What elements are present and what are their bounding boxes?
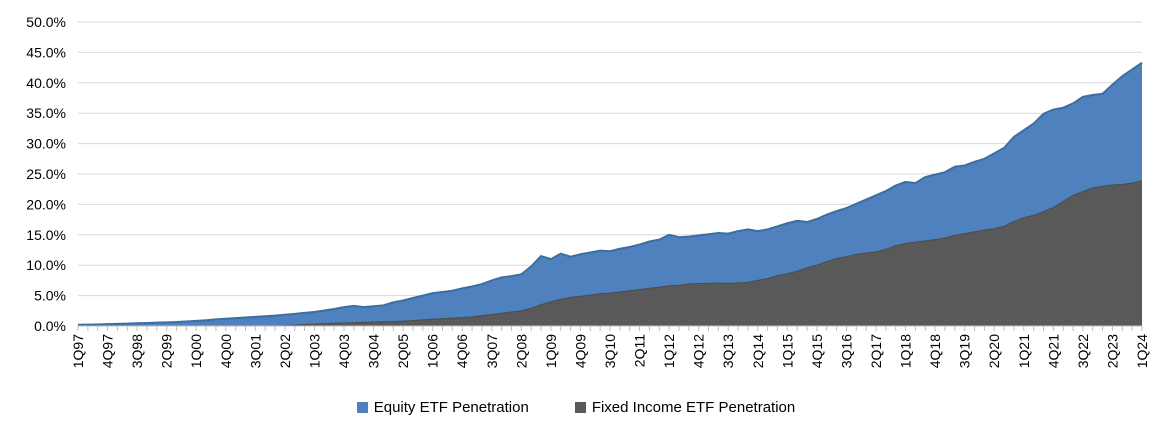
x-axis-tick-label: 1Q09: [543, 334, 559, 368]
x-axis-tick-label: 2Q02: [277, 334, 293, 368]
x-axis-tick-label: 1Q03: [306, 334, 322, 368]
x-axis-tick-label: 3Q16: [838, 334, 854, 368]
x-axis-tick-label: 2Q20: [986, 334, 1002, 368]
x-axis-tick-label: 2Q99: [159, 334, 175, 368]
x-axis-tick-label: 3Q01: [247, 334, 263, 368]
x-axis-tick-label: 1Q18: [898, 334, 914, 368]
x-axis-tick-label: 1Q97: [70, 334, 86, 368]
y-axis-tick-label: 40.0%: [26, 75, 66, 91]
equity-area-edge: [77, 61, 1143, 326]
x-axis-tick-label: 2Q17: [868, 334, 884, 368]
y-axis-tick-label: 25.0%: [26, 166, 66, 182]
x-axis-tick-label: 1Q12: [661, 334, 677, 368]
y-axis-tick-label: 20.0%: [26, 196, 66, 212]
x-axis-tick-label: 1Q24: [1134, 334, 1150, 368]
x-axis-tick-label: 4Q21: [1045, 334, 1061, 368]
x-axis-tick-label: 4Q12: [691, 334, 707, 368]
x-axis-tick-label: 4Q15: [809, 334, 825, 368]
x-axis-tick-label: 3Q07: [484, 334, 500, 368]
x-axis-tick-label: 4Q97: [100, 334, 116, 368]
x-axis-tick-label: 2Q08: [513, 334, 529, 368]
x-axis-tick-label: 1Q15: [779, 334, 795, 368]
x-axis-tick-label: 1Q21: [1016, 334, 1032, 368]
x-axis-tick-label: 1Q06: [425, 334, 441, 368]
x-axis-tick-label: 1Q00: [188, 334, 204, 368]
x-axis-tick-label: 4Q09: [572, 334, 588, 368]
y-axis-tick-label: 15.0%: [26, 227, 66, 243]
x-axis-tick-label: 3Q04: [366, 334, 382, 368]
chart-legend: Equity ETF Penetration Fixed Income ETF …: [0, 399, 1152, 416]
x-axis-tick-label: 3Q19: [957, 334, 973, 368]
y-axis-tick-label: 50.0%: [26, 14, 66, 30]
y-axis-tick-label: 35.0%: [26, 105, 66, 121]
y-axis-tick-label: 5.0%: [34, 288, 66, 304]
x-axis-tick-label: 2Q23: [1104, 334, 1120, 368]
x-axis-tick-label: 3Q13: [720, 334, 736, 368]
x-axis-tick-label: 2Q05: [395, 334, 411, 368]
x-axis-tick-label: 2Q14: [750, 334, 766, 368]
y-axis-tick-label: 0.0%: [34, 318, 66, 334]
equity-series-swatch: [356, 402, 368, 413]
fixed-income-series-swatch: [574, 402, 586, 413]
x-axis-tick-label: 3Q10: [602, 334, 618, 368]
legend-label-fixed-income: Fixed Income ETF Penetration: [591, 399, 796, 416]
x-axis-tick-label: 3Q22: [1075, 334, 1091, 368]
y-axis-tick-label: 30.0%: [26, 136, 66, 152]
legend-item-equity: Equity ETF Penetration: [356, 399, 529, 416]
x-axis-tick-label: 4Q00: [218, 334, 234, 368]
x-axis-tick-label: 3Q98: [129, 334, 145, 368]
x-axis-tick-label: 2Q11: [632, 334, 648, 367]
legend-label-equity: Equity ETF Penetration: [373, 399, 529, 416]
legend-item-fixed-income: Fixed Income ETF Penetration: [574, 399, 796, 416]
x-axis-tick-label: 4Q18: [927, 334, 943, 368]
y-axis-tick-label: 10.0%: [26, 257, 66, 273]
y-axis-tick-label: 45.0%: [26, 44, 66, 60]
x-axis-tick-label: 4Q06: [454, 334, 470, 368]
fixed-income-area: [78, 180, 1142, 326]
x-axis-tick-label: 4Q03: [336, 334, 352, 368]
